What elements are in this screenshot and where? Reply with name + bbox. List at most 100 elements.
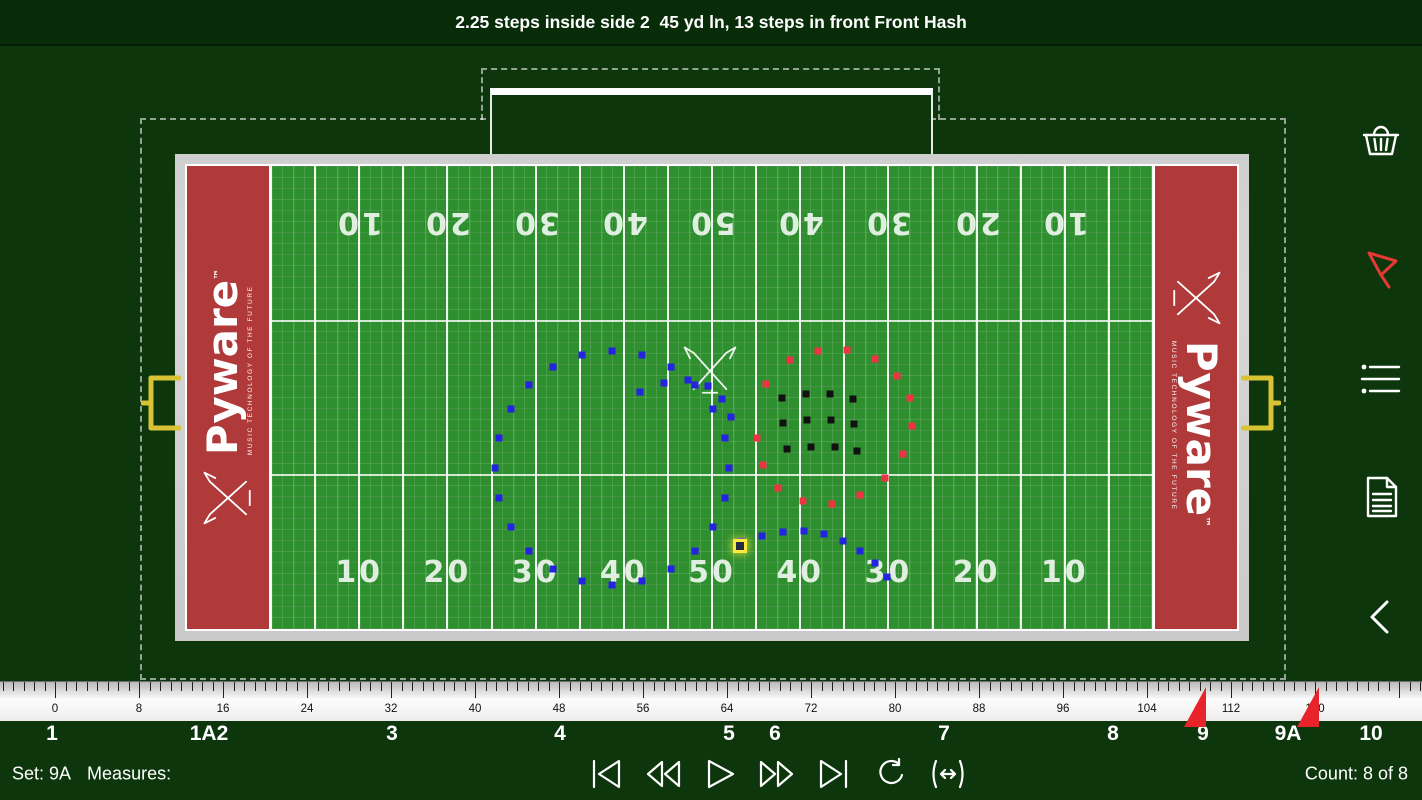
set-label-1A2[interactable]: 1A2 [189,722,229,745]
performer-dot-red[interactable] [908,422,916,430]
performer-dot-black[interactable] [831,443,839,451]
ruler-tick [800,682,802,691]
playing-field[interactable]: 10 10 20 20 30 30 40 40 50 50 40 40 30 30 20 20 10 10 [270,164,1154,631]
performer-dot-red[interactable] [786,356,794,364]
performer-dot-blue[interactable] [549,363,557,371]
set-label-7[interactable]: 7 [938,722,950,745]
performer-dot-blue[interactable] [820,530,828,538]
set-label-3[interactable]: 3 [386,722,398,745]
performer-dot-black[interactable] [853,447,861,455]
performer-dot-blue[interactable] [491,464,499,472]
performer-dot-black[interactable] [849,395,857,403]
skip-to-start-button[interactable] [586,756,626,792]
field[interactable]: Pyware™ MUSIC TECHNOLOGY OF THE FUTURE 1… [175,154,1249,641]
play-button[interactable] [700,756,740,792]
performer-dot-black[interactable] [802,390,810,398]
performer-dot-blue[interactable] [883,573,891,581]
performer-dot-red[interactable] [799,497,807,505]
performer-dot-red[interactable] [762,380,770,388]
trademark-mark: ™ [1199,515,1212,527]
red-flag-tool-icon[interactable] [1357,246,1405,294]
performer-dot-red[interactable] [774,484,782,492]
performer-dot-black[interactable] [827,416,835,424]
set-label-6[interactable]: 6 [769,722,781,745]
performer-dot-blue[interactable] [871,559,879,567]
performer-dot-red[interactable] [759,461,767,469]
performer-dot-red[interactable] [856,491,864,499]
performer-dot-blue[interactable] [495,494,503,502]
set-label-8[interactable]: 8 [1107,722,1119,745]
ruler-tick [1325,682,1327,691]
performer-dot-blue[interactable] [636,388,644,396]
performer-dot-black[interactable] [778,394,786,402]
performer-dot-black[interactable] [807,443,815,451]
performer-dot-blue[interactable] [725,464,733,472]
fast-forward-button[interactable] [757,756,797,792]
loop-button[interactable] [871,756,911,792]
performer-dot-black[interactable] [826,390,834,398]
performer-dot-blue[interactable] [660,379,668,387]
timeline-ruler[interactable]: 081624324048566472808896104112120 [0,681,1422,721]
performer-dot-blue[interactable] [667,363,675,371]
performer-dot-blue[interactable] [507,523,515,531]
performer-dot-blue[interactable] [638,577,646,585]
set-label-4[interactable]: 4 [554,722,566,745]
performer-dot-black[interactable] [779,419,787,427]
back-chevron-icon[interactable] [1357,593,1405,641]
performer-dot-blue[interactable] [800,527,808,535]
ruler-tick [370,682,371,691]
performer-dot-blue[interactable] [578,351,586,359]
document-tool-icon[interactable] [1357,473,1405,521]
set-label-10[interactable]: 10 [1359,722,1383,745]
performer-dot-blue[interactable] [709,405,717,413]
set-label-9[interactable]: 9 [1197,722,1209,745]
basket-tool-icon[interactable] [1357,116,1405,164]
performer-dot-black[interactable] [850,420,858,428]
performer-dot-blue[interactable] [856,547,864,555]
list-tool-icon[interactable] [1357,356,1405,404]
performer-dot-blue[interactable] [495,434,503,442]
performer-dot-red[interactable] [828,500,836,508]
set-label-9A[interactable]: 9A [1274,722,1302,745]
performer-dot-red[interactable] [906,394,914,402]
performer-dot-red[interactable] [871,355,879,363]
performer-dot-blue[interactable] [684,376,692,384]
performer-dot-blue[interactable] [638,351,646,359]
performer-dot-red[interactable] [753,434,761,442]
ruler-tick [916,682,917,691]
performer-dot-blue[interactable] [608,347,616,355]
performer-dot-blue[interactable] [525,381,533,389]
performer-dot-black[interactable] [803,416,811,424]
performer-dot-blue[interactable] [507,405,515,413]
performer-dot-blue[interactable] [704,382,712,390]
count-range-button[interactable] [928,756,968,792]
performer-dot-blue[interactable] [727,413,735,421]
performer-dot-red[interactable] [893,372,901,380]
performer-dot-blue[interactable] [839,537,847,545]
performer-dot-selected[interactable] [736,542,744,550]
performer-dot-red[interactable] [881,474,889,482]
performer-dot-blue[interactable] [721,494,729,502]
performer-dot-red[interactable] [814,347,822,355]
performer-dot-blue[interactable] [758,532,766,540]
performer-dot-blue[interactable] [667,565,675,573]
set-label-1[interactable]: 1 [46,722,58,745]
skip-to-end-button[interactable] [814,756,854,792]
ruler-tick [1010,682,1012,691]
performer-dot-blue[interactable] [608,581,616,589]
performer-dot-blue[interactable] [721,434,729,442]
performer-dot-blue[interactable] [578,577,586,585]
performer-dot-blue[interactable] [691,381,699,389]
performer-dot-blue[interactable] [549,565,557,573]
performer-dot-blue[interactable] [691,547,699,555]
performer-dot-blue[interactable] [718,395,726,403]
performer-dot-red[interactable] [843,346,851,354]
rewind-button[interactable] [643,756,683,792]
set-label-5[interactable]: 5 [723,722,735,745]
performer-dot-blue[interactable] [525,547,533,555]
performer-dot-red[interactable] [899,450,907,458]
performer-dot-blue[interactable] [709,523,717,531]
performer-dot-black[interactable] [783,445,791,453]
performer-dot-blue[interactable] [779,528,787,536]
performer-dot-blue[interactable] [737,537,745,545]
